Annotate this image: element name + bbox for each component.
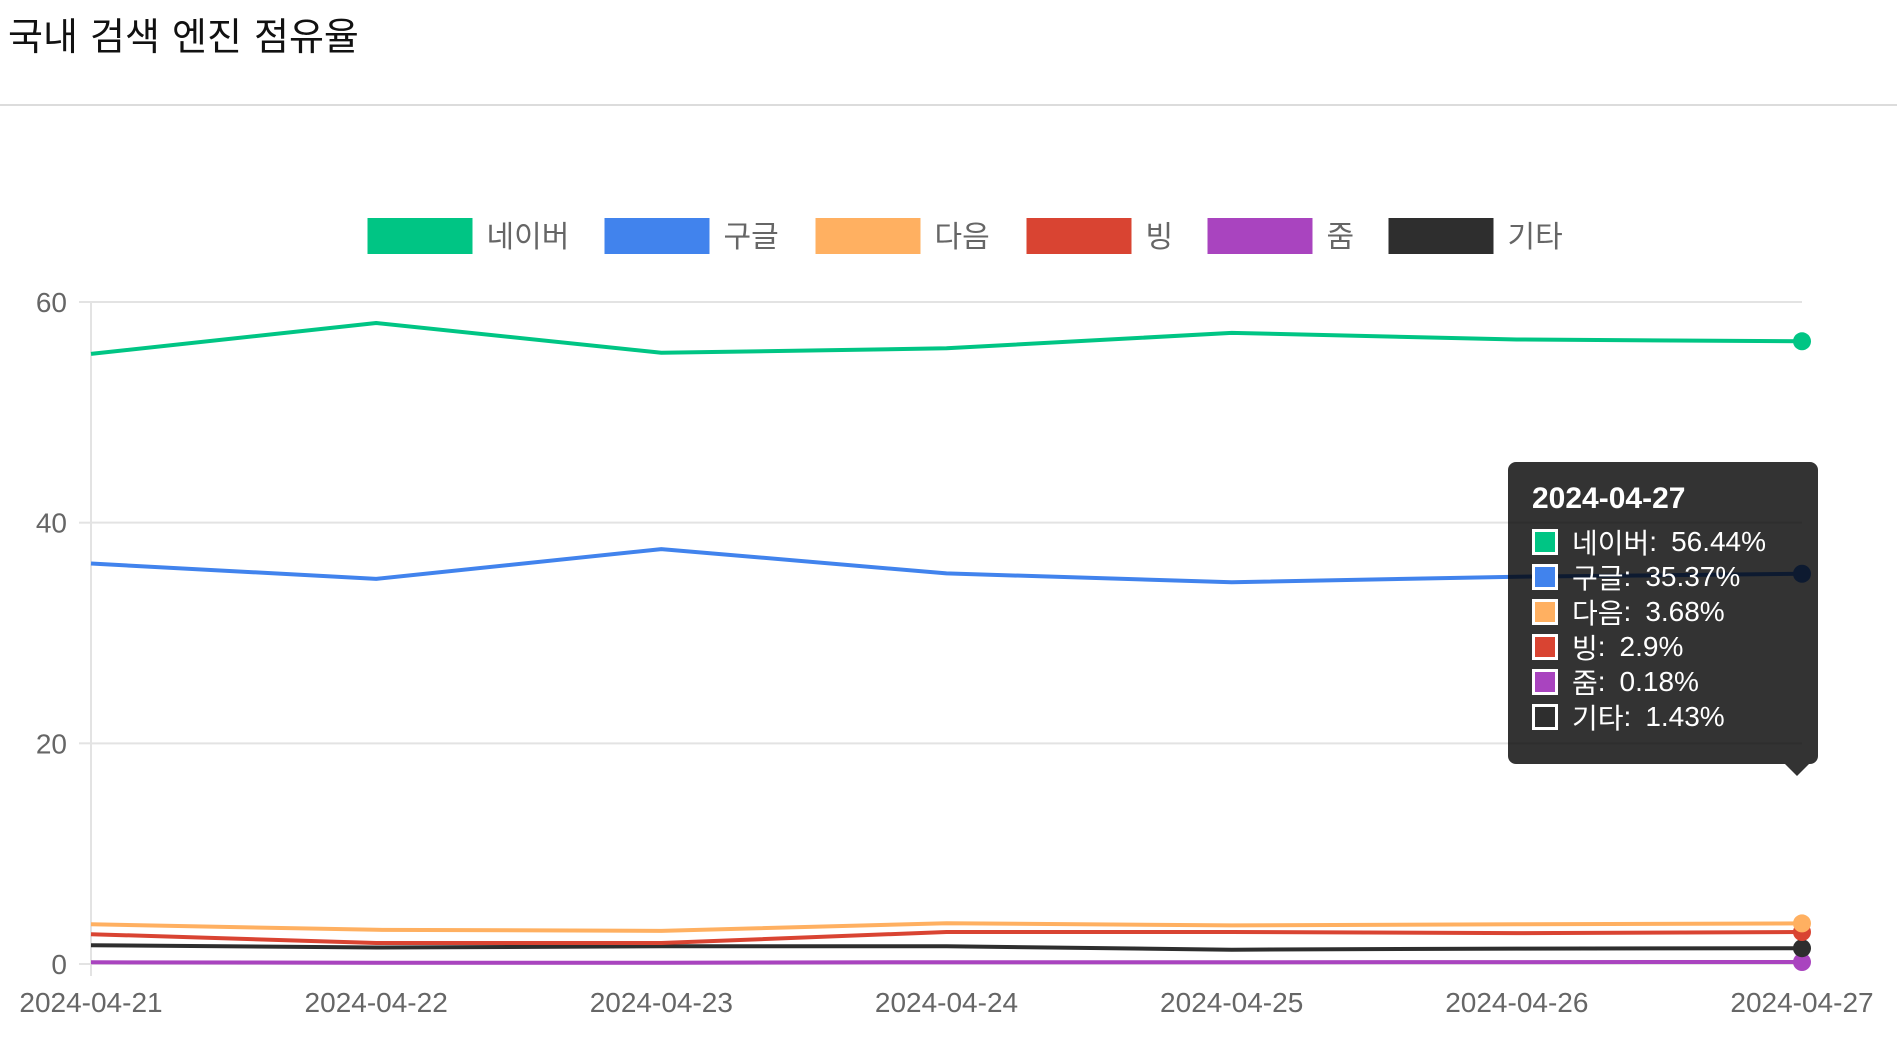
tooltip-row: 줌: 0.18% (1532, 664, 1818, 700)
chart-tooltip: 2024-04-27 네이버: 56.44% 구글: 35.37% 다음: 3.… (1508, 462, 1818, 776)
tooltip-swatch (1532, 703, 1558, 730)
tooltip-row: 구글: 35.37% (1532, 559, 1818, 595)
data-point-5 (1793, 953, 1811, 972)
tooltip-series-name: 줌 (1572, 666, 1598, 700)
legend-label: 네이버 (487, 220, 570, 255)
tooltip-row: 다음: 3.68% (1532, 594, 1818, 630)
legend: 네이버 구글 다음 빙 줌 기타 (367, 218, 1563, 255)
data-point-1 (1793, 332, 1811, 351)
tooltip-swatch (1532, 668, 1558, 695)
tooltip-colon: : (1623, 560, 1632, 592)
legend-swatch (1388, 218, 1494, 254)
x-tick-label: 2024-04-23 (590, 987, 733, 1018)
tooltip-swatch (1532, 598, 1558, 625)
tooltip-series-value: 56.44% (1671, 525, 1767, 557)
tooltip-series-value: 2.9% (1619, 630, 1684, 662)
tooltip-swatch (1532, 633, 1558, 660)
series-line-4 (90, 930, 1803, 945)
tooltip-colon: : (1623, 595, 1632, 627)
tooltip-swatch (1532, 528, 1558, 555)
x-tick-label: 2024-04-21 (19, 987, 162, 1018)
legend-swatch (1026, 218, 1132, 254)
tooltip-title: 2024-04-27 (1532, 482, 1686, 515)
y-tick-label: 0 (51, 949, 67, 980)
x-tick-label: 2024-04-24 (875, 987, 1018, 1018)
series-line-1 (90, 321, 1803, 356)
y-tick-label: 40 (36, 508, 67, 539)
series-lines (90, 321, 1803, 965)
legend-swatch (1207, 218, 1313, 254)
tooltip-series-name: 기타 (1572, 701, 1624, 735)
legend-label: 구글 (724, 220, 779, 255)
axes: 0 20 40 60 2024-04-21 2024-04-22 2024-04-23 202… (19, 287, 1873, 1018)
tooltip-swatch (1532, 563, 1558, 590)
x-tick-label: 2024-04-22 (305, 987, 448, 1018)
tooltip-colon: : (1623, 700, 1632, 732)
tooltip-colon: : (1597, 630, 1606, 662)
legend-label: 줌 (1327, 220, 1355, 255)
tooltip-row: 기타: 1.43% (1532, 699, 1818, 735)
y-tick-label: 20 (36, 728, 67, 759)
tooltip-series-name: 구글 (1572, 561, 1624, 595)
tooltip-series-name: 다음 (1572, 596, 1624, 630)
series-line-6 (90, 943, 1803, 952)
line-chart: 0 20 40 60 2024-04-21 2024-04-22 2024-04-23 202… (19, 218, 1874, 1018)
page-header: 국내 검색 엔진 점유율 (0, 0, 1897, 106)
tooltip-row: 네이버: 56.44% (1532, 524, 1818, 560)
tooltip-series-name: 네이버 (1572, 526, 1650, 560)
legend-swatch (604, 218, 710, 254)
x-tick-label: 2024-04-25 (1160, 987, 1303, 1018)
x-tick-label: 2024-04-26 (1445, 987, 1588, 1018)
tooltip-colon: : (1649, 525, 1658, 557)
tooltip-series-name: 빙 (1572, 631, 1598, 665)
legend-label: 기타 (1508, 220, 1563, 255)
series-line-3 (90, 921, 1803, 933)
tooltip-series-value: 1.43% (1645, 700, 1725, 732)
tooltip-series-value: 0.18% (1619, 665, 1699, 697)
tooltip-row: 빙: 2.9% (1532, 629, 1818, 665)
data-point-6 (1793, 939, 1811, 958)
x-tick-label: 2024-04-27 (1730, 987, 1873, 1018)
tooltip-series-value: 35.37% (1645, 560, 1741, 592)
y-tick-label: 60 (36, 287, 67, 318)
legend-label: 다음 (935, 220, 990, 255)
legend-label: 빙 (1146, 220, 1174, 255)
legend-swatch (815, 218, 921, 254)
tooltip-series-value: 3.68% (1645, 595, 1725, 627)
data-point-3 (1793, 914, 1811, 933)
page-title: 국내 검색 엔진 점유율 (8, 15, 359, 59)
series-line-5 (90, 960, 1803, 965)
tooltip-colon: : (1597, 665, 1606, 697)
legend-swatch (367, 218, 473, 254)
